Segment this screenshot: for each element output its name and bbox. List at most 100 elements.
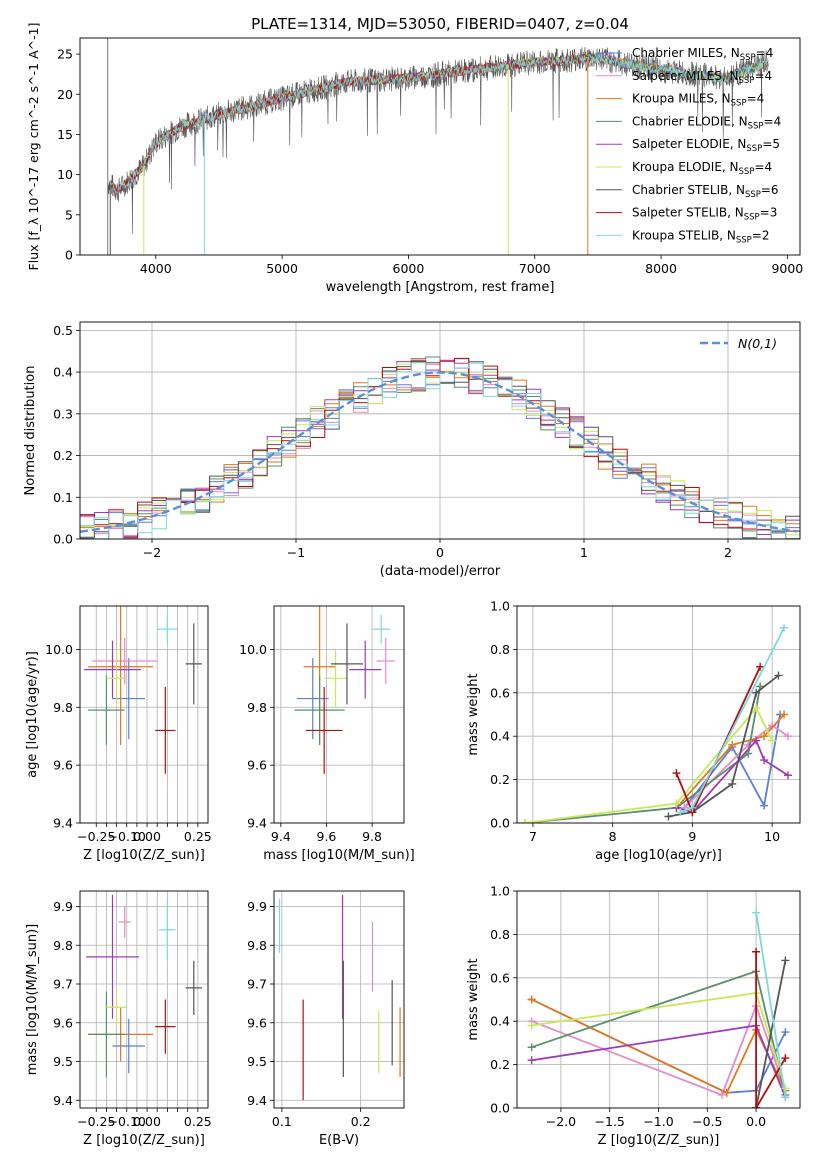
legend-entry: Kroupa MILES, NSSP=4 (632, 92, 764, 109)
x-tick-label: 9.6 (317, 829, 337, 844)
series-marker (717, 1090, 726, 1099)
x-tick-label: 10 (764, 829, 780, 844)
x-tick-label: 5000 (266, 261, 298, 276)
y-tick-label: 9.4 (53, 1093, 73, 1108)
y-tick-label: 0.8 (490, 642, 510, 657)
x-tick-label: −0.25 (77, 829, 115, 844)
legend-text: Kroupa MILES, N (632, 92, 731, 106)
chart-title: PLATE=1314, MJD=53050, FIBERID=0407, z=0… (251, 15, 629, 33)
x-axis-label: Z [log10(Z/Z_sun)] (83, 848, 205, 863)
series-marker (781, 1093, 790, 1102)
series-marker (728, 740, 737, 749)
legend-text: Kroupa ELODIE, N (632, 160, 739, 174)
y-tick-label: 15 (57, 127, 73, 142)
y-tick-label: 0.6 (490, 685, 510, 700)
series-marker (527, 1021, 536, 1030)
x-tick-label: 0.2 (351, 1114, 371, 1129)
y-tick-label: 9.6 (247, 1015, 267, 1030)
weight-vs-age-plot-area (520, 623, 793, 823)
axes-frame (273, 890, 405, 1109)
series-line-salpeter-miles (683, 724, 789, 809)
x-tick-label: −0.10 (108, 1114, 146, 1129)
y-axis-label: mass weight (466, 673, 481, 755)
legend-subscript: SSP (739, 167, 755, 177)
y-tick-label: 9.4 (53, 816, 73, 831)
series-line-kroupa-miles (675, 713, 785, 809)
x-tick-label: −0.10 (108, 829, 146, 844)
legend-subscript: SSP (748, 121, 764, 131)
y-tick-label: 5 (65, 207, 73, 222)
series-line-kroupa-elodie (524, 706, 773, 823)
age-vs-Z-axes: −0.25−0.100.00 0.25 9.4 9.6 9.8 10.0 Z [log10(… (25, 605, 212, 863)
y-tick-label: 0.3 (53, 406, 73, 421)
y-tick-label: 9.6 (53, 758, 73, 773)
legend-value: =4 (747, 92, 765, 106)
series-marker (781, 1084, 790, 1093)
y-tick-label: 25 (57, 47, 73, 62)
age-vs-mass-plot-area (294, 606, 395, 774)
y-axis-label: mass weight (466, 958, 481, 1040)
model-line-salpeter-stelib (109, 53, 589, 194)
y-tick-label: 0.6 (490, 970, 510, 985)
x-tick-label: 7 (529, 829, 537, 844)
x-tick-label: 8 (609, 829, 617, 844)
y-tick-label: 9.4 (247, 1093, 267, 1108)
x-axis-label: Z [log10(Z/Z_sun)] (83, 1133, 205, 1148)
y-tick-label: 0.4 (53, 365, 73, 380)
series-marker (728, 779, 737, 788)
legend-entry: Kroupa STELIB, NSSP=2 (632, 228, 770, 245)
series-marker (752, 1104, 761, 1108)
mass-vs-ebv-axes: 0.1 0.2 9.4 9.5 9.6 9.7 9.8 9.9 E(B-V) (247, 890, 405, 1148)
x-tick-label: 0.25 (184, 1114, 212, 1129)
x-axis-label: (data-model)/error (380, 564, 501, 579)
x-tick-label: 9000 (771, 261, 803, 276)
series-marker (781, 1028, 790, 1037)
x-tick-label: 9 (688, 829, 696, 844)
y-tick-label: 0.5 (53, 323, 73, 338)
y-tick-label: 0.2 (490, 1057, 510, 1072)
y-tick-label: 0.4 (490, 729, 510, 744)
axes-frame (516, 605, 801, 824)
series-line-salpeter-miles (531, 1003, 787, 1097)
series-line-kroupa-stelib (755, 912, 787, 1098)
y-tick-label: 0.0 (490, 1101, 510, 1116)
series-marker (722, 1088, 731, 1097)
series-marker (676, 808, 685, 817)
series-marker (781, 1054, 790, 1063)
legend-text: Kroupa STELIB, N (632, 228, 736, 242)
y-tick-label: 20 (57, 87, 73, 102)
legend-value: =4 (756, 46, 774, 60)
y-tick-label: 9.7 (247, 977, 267, 992)
spectrum-axes: 4000 5000 6000 7000 8000 9000 0 5 10 15 20 25 PLATE=… (26, 15, 803, 295)
series-marker (784, 771, 793, 780)
weight-vs-Z-axes: −2.0 −1.5 −1.0 −0.5 0.0 0.0 0.2 0.4 0.6 0.8 1.0 Z [… (466, 884, 801, 1148)
y-tick-label: 10.0 (45, 642, 73, 657)
y-tick-label: 1.0 (490, 599, 510, 614)
residuals-axes: −2 −1 0 1 2 0.0 0.1 0.2 0.3 0.4 0.5 (data-model)/er… (23, 321, 801, 579)
y-tick-label: 9.8 (247, 700, 267, 715)
series-marker (760, 801, 769, 810)
weight-vs-age-axes: 7 8 9 10 0.0 0.2 0.4 0.6 0.8 1.0 age [log10(age/yr… (466, 599, 801, 863)
y-tick-label: 0.2 (53, 448, 73, 463)
mass-vs-Z-plot-area (86, 894, 202, 1077)
y-tick-label: 9.9 (247, 899, 267, 914)
y-tick-label: 9.6 (247, 758, 267, 773)
x-tick-label: −0.25 (77, 1114, 115, 1129)
x-tick-label: 8000 (645, 261, 677, 276)
x-axis-label: Z [log10(Z/Z_sun)] (598, 1133, 720, 1148)
x-tick-label: 0.0 (746, 1114, 766, 1129)
series-marker (672, 769, 681, 778)
legend-subscript: SSP (746, 144, 762, 154)
series-marker (768, 736, 777, 745)
x-tick-label: −0.5 (692, 1114, 722, 1129)
x-tick-label: 0.1 (272, 1114, 292, 1129)
y-tick-label: 9.9 (53, 899, 73, 914)
legend-subscript: SSP (744, 213, 760, 223)
y-tick-label: 1.0 (490, 884, 510, 899)
weight-vs-Z-plot-area (527, 908, 790, 1108)
y-axis-label: Normed distribution (23, 366, 38, 496)
x-axis-label: E(B-V) (319, 1133, 359, 1148)
series-line-salpeter-elodie (676, 738, 789, 814)
series-marker (527, 995, 536, 1004)
